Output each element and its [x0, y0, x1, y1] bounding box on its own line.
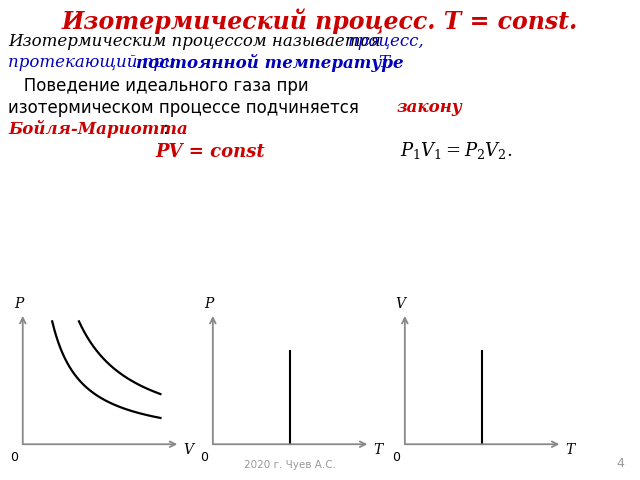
Text: закону: закону	[397, 99, 463, 116]
Text: V: V	[396, 297, 406, 311]
Text: изотермическом процессе подчиняется: изотермическом процессе подчиняется	[8, 99, 364, 117]
Text: 4: 4	[616, 457, 624, 470]
Text: Поведение идеального газа при: Поведение идеального газа при	[8, 77, 308, 95]
Text: T: T	[565, 443, 574, 457]
Text: 0: 0	[392, 451, 401, 464]
Text: протекающий при: протекающий при	[8, 54, 180, 71]
Text: PV = const: PV = const	[155, 143, 265, 161]
Text: P: P	[204, 297, 213, 311]
Text: Бойля-Мариотта: Бойля-Мариотта	[8, 120, 188, 138]
Text: P: P	[14, 297, 23, 311]
Text: процесс,: процесс,	[348, 33, 424, 50]
Text: постоянной температуре: постоянной температуре	[136, 54, 410, 72]
Text: :: :	[163, 120, 169, 138]
Text: 2020 г. Чуев А.С.: 2020 г. Чуев А.С.	[244, 460, 336, 470]
Text: 0: 0	[10, 451, 19, 464]
Text: V: V	[183, 443, 193, 457]
Text: 0: 0	[200, 451, 209, 464]
Text: T.: T.	[378, 54, 392, 71]
Text: Изотермический процесс. T = const.: Изотермический процесс. T = const.	[62, 8, 578, 34]
Text: $P_1V_1 = P_2V_2.$: $P_1V_1 = P_2V_2.$	[400, 140, 513, 161]
Text: Изотермическим процессом называется: Изотермическим процессом называется	[8, 33, 386, 50]
Text: T: T	[373, 443, 382, 457]
